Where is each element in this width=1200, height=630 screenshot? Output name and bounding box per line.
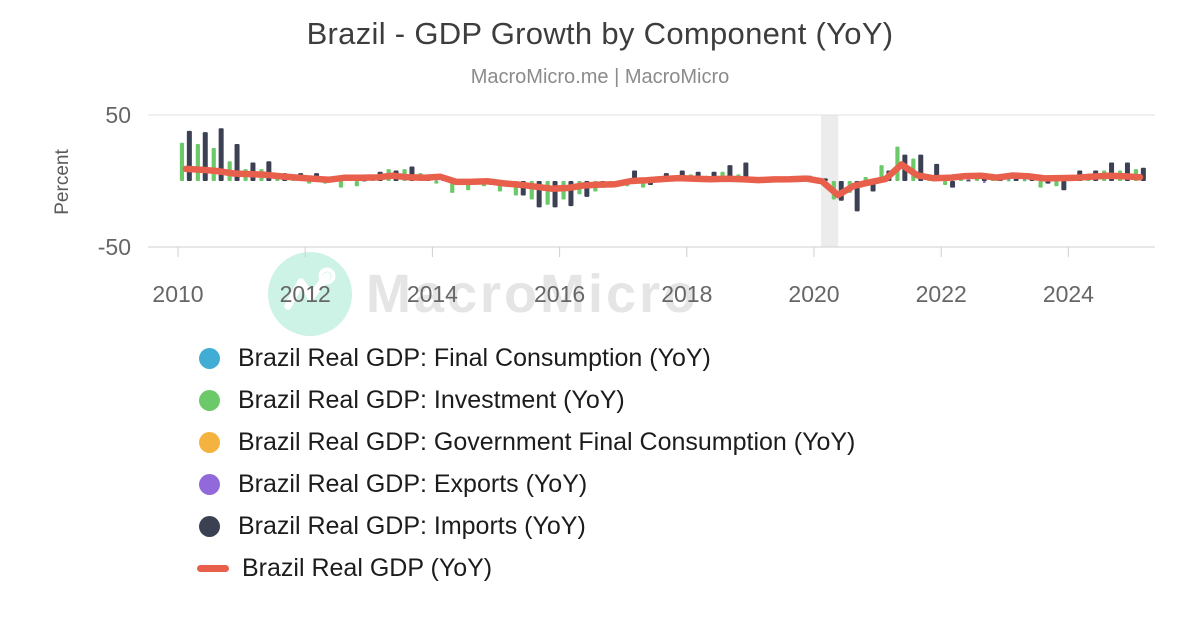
legend-item-exports[interactable]: Brazil Real GDP: Exports (YoY) xyxy=(197,463,855,505)
legend-label: Brazil Real GDP: Final Consumption (YoY) xyxy=(238,343,711,372)
bar-imports xyxy=(965,180,971,182)
bar-investment xyxy=(1022,180,1027,182)
bar-imports xyxy=(1045,181,1051,184)
legend-label: Brazil Real GDP (YoY) xyxy=(242,553,493,582)
legend-item-government-consumption[interactable]: Brazil Real GDP: Government Final Consum… xyxy=(197,421,855,463)
watermark-brand-text: MacroMicro xyxy=(366,264,700,324)
legend-item-investment[interactable]: Brazil Real GDP: Investment (YoY) xyxy=(197,379,855,421)
y-axis-label--50: -50 xyxy=(98,234,131,260)
x-axis-label-2012: 2012 xyxy=(280,281,331,307)
bar-imports xyxy=(1061,181,1067,191)
final-consumption-marker-icon xyxy=(199,347,220,369)
y-axis-title: Percent xyxy=(52,149,73,215)
legend-item-imports[interactable]: Brazil Real GDP: Imports (YoY) xyxy=(197,505,855,547)
bar-investment xyxy=(179,142,185,181)
x-axis-label-2022: 2022 xyxy=(916,281,967,307)
bar-investment xyxy=(943,181,948,185)
legend-label: Brazil Real GDP: Imports (YoY) xyxy=(238,511,586,540)
recession-band xyxy=(820,115,839,247)
x-axis-label-2020: 2020 xyxy=(788,281,839,307)
investment-marker-icon xyxy=(199,389,220,411)
x-axis-label-2018: 2018 xyxy=(661,281,712,307)
watermark: MacroMicro xyxy=(268,252,699,336)
real-gdp-line-marker-icon xyxy=(197,564,229,572)
bar-investment xyxy=(1038,181,1043,188)
x-axis-label-2024: 2024 xyxy=(1043,281,1094,307)
bar-investment xyxy=(354,181,359,187)
government-consumption-marker-icon xyxy=(199,431,220,453)
bar-investment xyxy=(434,181,439,184)
bar-exports xyxy=(982,181,986,183)
x-axis-label-2010: 2010 xyxy=(152,281,203,307)
bar-investment xyxy=(1006,180,1011,182)
legend-label: Brazil Real GDP: Investment (YoY) xyxy=(238,385,625,414)
legend-item-real-gdp[interactable]: Brazil Real GDP (YoY) xyxy=(197,547,855,589)
chart-subtitle: MacroMicro.me | MacroMicro xyxy=(470,66,730,88)
chart-plot-area[interactable] xyxy=(148,115,1155,247)
chart-title: Brazil - GDP Growth by Component (YoY) xyxy=(306,16,894,51)
bar-imports xyxy=(1013,178,1019,181)
bar-investment xyxy=(958,179,964,181)
chart-legend: Brazil Real GDP: Final Consumption (YoY)… xyxy=(197,337,855,589)
exports-marker-icon xyxy=(199,473,220,495)
bar-imports xyxy=(950,181,956,188)
macromicro-logo-icon xyxy=(268,252,352,336)
x-axis-label-2014: 2014 xyxy=(407,281,458,307)
legend-label: Brazil Real GDP: Government Final Consum… xyxy=(238,427,856,456)
legend-item-final-consumption[interactable]: Brazil Real GDP: Final Consumption (YoY) xyxy=(197,337,855,379)
bar-investment xyxy=(1054,181,1059,187)
legend-label: Brazil Real GDP: Exports (YoY) xyxy=(238,469,588,498)
y-axis-label-50: 50 xyxy=(105,102,131,128)
gdp-line xyxy=(182,161,1144,199)
imports-marker-icon xyxy=(199,515,220,537)
bar-imports xyxy=(218,128,224,181)
x-axis-label-2016: 2016 xyxy=(534,281,585,307)
bar-investment xyxy=(338,181,344,188)
